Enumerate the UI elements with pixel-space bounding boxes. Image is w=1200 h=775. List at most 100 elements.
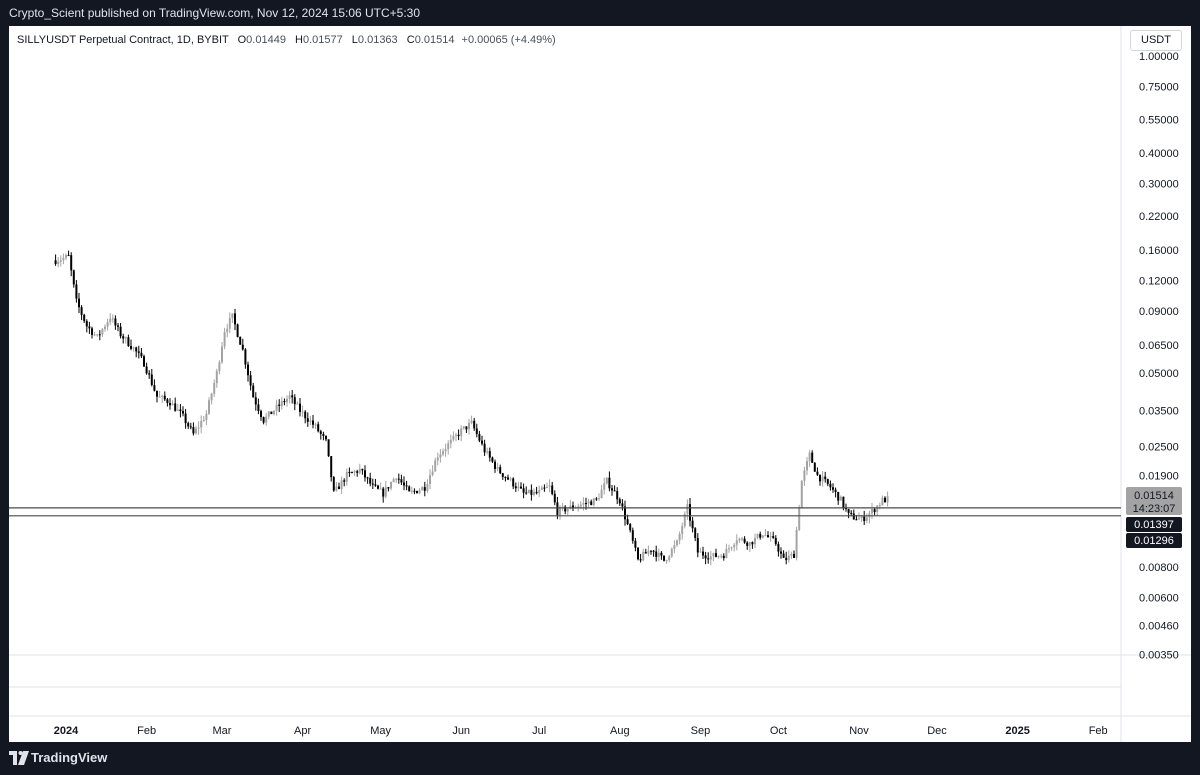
candle-body [777, 544, 780, 552]
candle-body [655, 551, 658, 557]
candle-body [600, 489, 603, 499]
price-tick-label: 0.06500 [1139, 340, 1179, 352]
candle-body [369, 477, 372, 484]
price-chart[interactable]: 1.00000 0.75000 0.55000 0.40000 0.30000 0.220… [9, 26, 1191, 742]
candle-body [210, 393, 213, 401]
candle-body [465, 426, 468, 430]
candle-body [200, 420, 203, 428]
candle-body [145, 366, 148, 374]
candle-body [579, 504, 582, 507]
candle-body [751, 542, 754, 545]
candle-body [553, 493, 556, 503]
candle-body [525, 492, 528, 494]
candle-body [280, 401, 283, 406]
candle-body [317, 424, 320, 432]
candle-body [481, 440, 483, 444]
candle-body [98, 334, 101, 336]
candle-body [616, 491, 619, 500]
candle-body [390, 482, 392, 489]
candle-body [767, 535, 769, 538]
currency-button[interactable]: USDT [1130, 30, 1182, 51]
candle-body [306, 418, 309, 422]
candle-body [156, 390, 158, 397]
candle-body [114, 318, 117, 326]
candle-body [826, 479, 829, 484]
candle-body [595, 498, 598, 500]
candle-body [634, 540, 637, 548]
candle-body [88, 326, 91, 329]
time-tick-label: Jul [532, 725, 546, 737]
candle-body [447, 443, 450, 450]
published-text: Crypto_Scient published on TradingView.c… [9, 6, 421, 20]
candle-body [790, 553, 793, 556]
candle-body [54, 260, 57, 265]
candle-body [405, 485, 408, 487]
candle-body [681, 526, 684, 534]
open-label: O [237, 34, 247, 46]
candle-body [795, 529, 798, 558]
candle-body [566, 508, 569, 512]
candle-body [273, 410, 275, 415]
candle-body [561, 506, 564, 508]
candle-body [704, 555, 707, 559]
level-2-value: 0.01296 [1134, 535, 1174, 547]
candle-body [322, 433, 325, 436]
chart-pane[interactable]: 1.00000 0.75000 0.55000 0.40000 0.30000 0.220… [9, 26, 1191, 742]
candle-body [176, 409, 179, 411]
candle-body [408, 486, 411, 492]
price-tick-label: 0.12000 [1139, 275, 1179, 287]
candle-body [647, 550, 650, 554]
candle-body [759, 533, 762, 538]
candle-body [499, 467, 502, 474]
close-value: 0.01514 [414, 34, 455, 46]
candle-body [117, 325, 119, 327]
candle-body [587, 501, 590, 504]
candle-body [163, 395, 166, 400]
candle-body [174, 403, 177, 411]
symbol-legend: SILLYUSDT Perpetual Contract, 1D, BYBIT … [17, 34, 556, 46]
time-tick-label: Jun [452, 725, 470, 737]
candles-group [54, 250, 889, 566]
candle-body [400, 479, 403, 483]
candle-body [78, 298, 80, 308]
candle-body [608, 477, 611, 489]
candle-body [746, 542, 749, 546]
candle-body [70, 255, 73, 271]
candle-body [517, 486, 520, 489]
candle-body [288, 395, 291, 399]
price-tick-label: 0.02500 [1139, 441, 1179, 453]
candle-body [530, 489, 533, 495]
candle-body [62, 257, 65, 261]
candle-body [728, 548, 730, 550]
candle-body [824, 476, 827, 480]
candle-body [533, 491, 535, 495]
time-tick-label: Dec [927, 725, 947, 737]
change-value: +0.00065 (+4.49%) [461, 34, 556, 46]
candle-body [221, 346, 223, 363]
tradingview-logo-icon [9, 751, 29, 765]
candle-body [470, 420, 473, 423]
candle-body [254, 397, 257, 405]
candle-body [327, 439, 330, 457]
candle-body [293, 397, 296, 405]
candle-body [860, 516, 863, 519]
candle-body [223, 332, 226, 347]
candle-body [621, 503, 624, 507]
candle-body [504, 476, 507, 478]
candle-body [291, 395, 294, 398]
candle-body [644, 552, 647, 554]
candle-body [629, 524, 632, 531]
candle-body [83, 314, 86, 322]
open-value: 0.01449 [246, 34, 286, 46]
candle-body [494, 461, 496, 469]
candle-body [80, 307, 83, 315]
candle-body [330, 456, 333, 478]
candle-body [873, 509, 876, 513]
time-tick-label: Feb [137, 725, 156, 737]
candle-body [356, 471, 359, 473]
candle-body [478, 434, 481, 441]
time-tick-label: Nov [849, 725, 869, 737]
candle-body [772, 536, 775, 538]
candle-body [262, 417, 265, 423]
candle-body [197, 427, 200, 429]
